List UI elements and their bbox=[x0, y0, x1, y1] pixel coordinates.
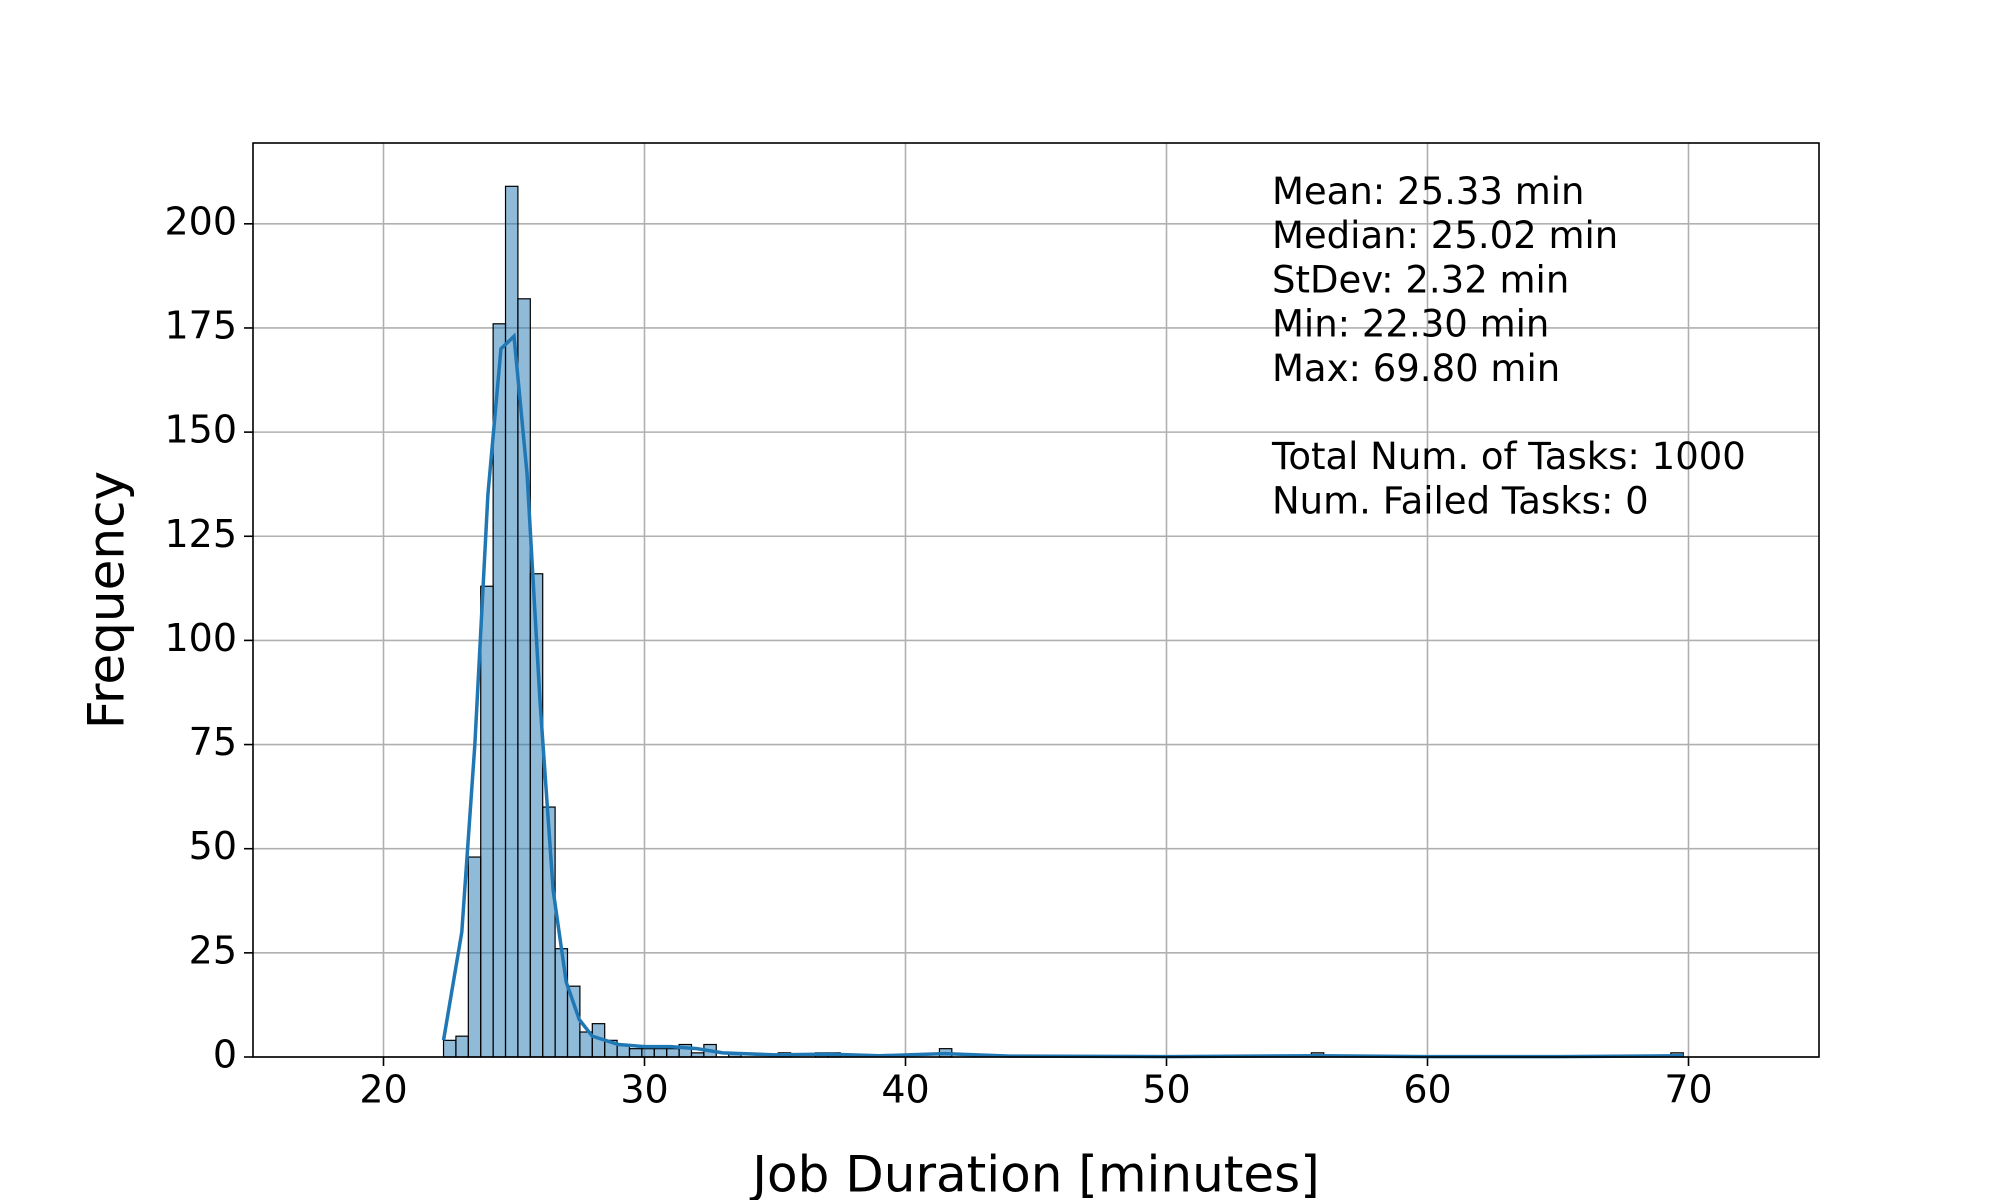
bar bbox=[442, 1039, 457, 1058]
stats-line: Max: 69.80 min bbox=[1272, 347, 1560, 390]
x-tick-label: 60 bbox=[1403, 1068, 1451, 1112]
bar bbox=[566, 985, 581, 1058]
bar bbox=[628, 1048, 643, 1058]
bar bbox=[504, 185, 519, 1058]
x-tick-label: 70 bbox=[1664, 1068, 1712, 1112]
y-tick-label: 25 bbox=[189, 928, 237, 972]
bar bbox=[641, 1048, 655, 1058]
stats-line: Min: 22.30 min bbox=[1272, 303, 1549, 346]
y-tick-label: 200 bbox=[164, 199, 237, 243]
y-tick-label: 75 bbox=[189, 720, 237, 764]
totals-line: Num. Failed Tasks: 0 bbox=[1272, 479, 1649, 522]
y-tick-label: 100 bbox=[164, 616, 237, 660]
y-tick-label: 150 bbox=[164, 408, 237, 452]
plot-frame bbox=[252, 142, 1820, 1058]
y-tick-label: 50 bbox=[189, 824, 237, 868]
y-tick-label: 175 bbox=[164, 303, 237, 347]
stats-line: StDev: 2.32 min bbox=[1272, 258, 1569, 301]
stats-line: Mean: 25.33 min bbox=[1272, 170, 1585, 213]
bar bbox=[666, 1048, 680, 1058]
bar bbox=[467, 856, 482, 1058]
bar bbox=[455, 1035, 469, 1058]
x-tick-label: 50 bbox=[1142, 1068, 1190, 1112]
y-tick-label: 125 bbox=[164, 512, 237, 556]
y-axis-label: Frequency bbox=[78, 471, 136, 729]
x-tick-label: 40 bbox=[881, 1068, 929, 1112]
bar bbox=[480, 585, 494, 1058]
x-tick-label: 30 bbox=[620, 1068, 668, 1112]
bar bbox=[554, 948, 569, 1058]
x-tick-label: 20 bbox=[359, 1068, 407, 1112]
stats-line: Median: 25.02 min bbox=[1272, 214, 1618, 257]
y-tick-label: 0 bbox=[213, 1033, 237, 1077]
totals-line: Total Num. of Tasks: 1000 bbox=[1271, 435, 1746, 478]
bar bbox=[653, 1048, 668, 1058]
x-axis-label: Job Duration [minutes] bbox=[749, 1146, 1319, 1200]
